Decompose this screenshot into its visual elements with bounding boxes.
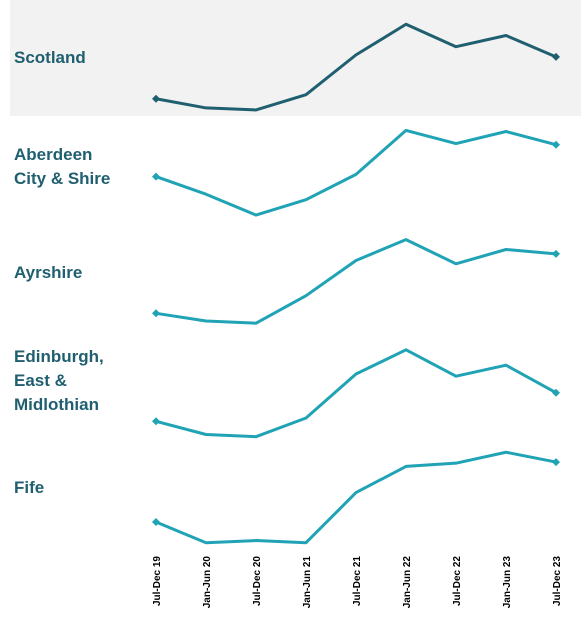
x-tick-label: Jan-Jun 20 — [202, 556, 213, 609]
x-tick-label: Jul-Dec 20 — [252, 556, 263, 606]
series-label-aberdeen-city-shire: Aberdeen City & Shire — [14, 145, 110, 188]
series-label-ayrshire: Ayrshire — [14, 263, 82, 282]
x-tick-label: Jan-Jun 23 — [502, 556, 513, 609]
series-line-scotland — [155, 22, 557, 112]
series-line-fife — [155, 450, 557, 545]
x-tick-label: Jul-Dec 22 — [452, 556, 463, 606]
x-tick-label: Jul-Dec 19 — [152, 556, 163, 606]
series-marker-scotland-end — [552, 52, 560, 61]
x-tick-label: Jan-Jun 22 — [402, 556, 413, 609]
series-line-edinburgh-east-midlothian — [155, 348, 557, 439]
series-label-scotland: Scotland — [14, 48, 86, 67]
series-marker-aberdeen-city-shire-end — [552, 140, 560, 149]
series-marker-scotland-start — [152, 94, 160, 103]
series-marker-ayrshire-start — [152, 309, 160, 318]
series-marker-ayrshire-end — [552, 249, 560, 258]
series-marker-fife-start — [152, 518, 160, 527]
x-tick-label: Jan-Jun 21 — [302, 556, 313, 609]
x-tick-label: Jul-Dec 21 — [352, 556, 363, 606]
series-label-fife: Fife — [14, 478, 44, 497]
series-marker-fife-end — [552, 458, 560, 467]
series-label-edinburgh-east-midlothian: Edinburgh, East & Midlothian — [14, 347, 104, 414]
series-line-ayrshire — [155, 238, 557, 325]
series-marker-edinburgh-east-midlothian-end — [552, 388, 560, 397]
series-marker-edinburgh-east-midlothian-start — [152, 417, 160, 426]
series-marker-aberdeen-city-shire-start — [152, 172, 160, 181]
series-line-aberdeen-city-shire — [155, 128, 557, 217]
x-tick-label: Jul-Dec 23 — [552, 556, 563, 606]
